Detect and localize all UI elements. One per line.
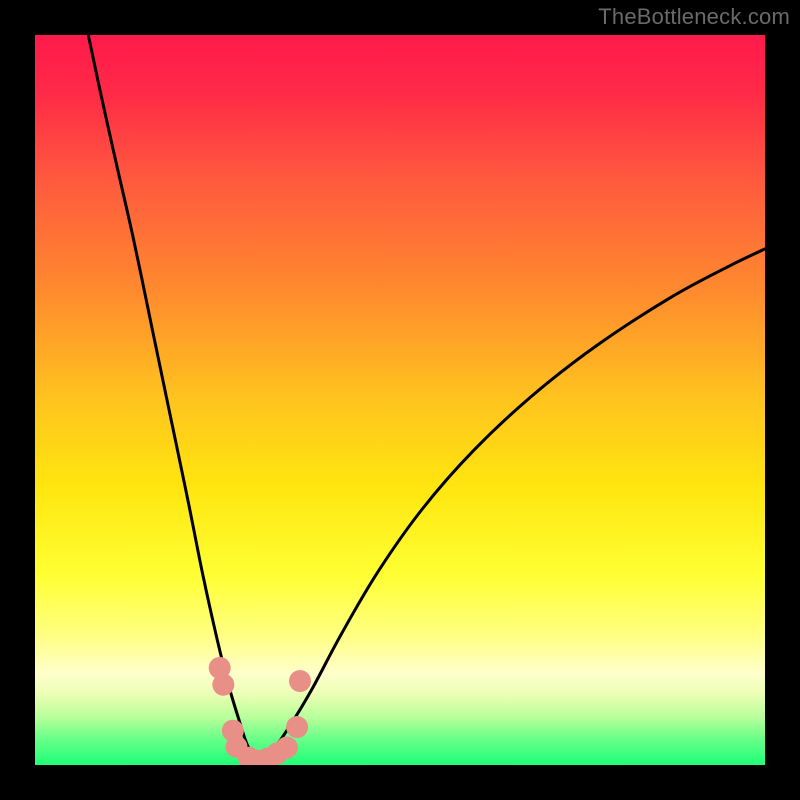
- bottleneck-chart: [35, 35, 765, 765]
- marker-point: [289, 670, 311, 692]
- marker-point: [212, 674, 234, 696]
- chart-background: [35, 35, 765, 765]
- marker-point: [286, 716, 308, 738]
- marker-point: [276, 736, 298, 758]
- watermark-text: TheBottleneck.com: [598, 4, 790, 30]
